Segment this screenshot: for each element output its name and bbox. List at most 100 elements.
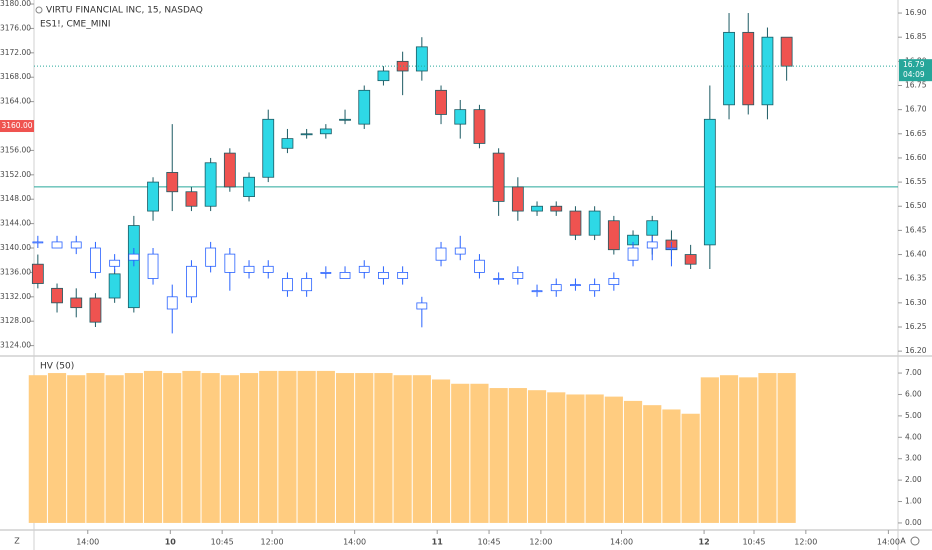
y-tick-label: 3152.00: [0, 170, 31, 179]
bar: [239, 373, 259, 523]
bar: [47, 373, 67, 523]
bar: [316, 370, 335, 523]
y2-tick-label: 4.00: [905, 432, 922, 441]
y-tick-label: 3140.00: [0, 243, 31, 252]
bar: [124, 373, 143, 523]
bar: [86, 373, 105, 523]
bar: [662, 409, 681, 523]
labels: VIRTU FINANCIAL INC, 15, NASDAQ ES1!, CM…: [14, 6, 920, 546]
y2-tick-label: 16.50: [905, 201, 927, 210]
candle-body: [377, 70, 390, 82]
candle-body: [224, 253, 236, 273]
y2-tick-label: 16.65: [905, 129, 927, 138]
candle-body: [127, 225, 140, 309]
bar: [777, 373, 796, 523]
y2-tick-label: 16.90: [905, 8, 927, 17]
candle-body: [147, 253, 159, 279]
candle-body: [531, 290, 543, 293]
x-tick-label: 11: [432, 538, 444, 547]
candle-body: [358, 265, 370, 273]
y2-tick-label: 16.35: [905, 274, 927, 283]
candle-body: [607, 220, 620, 251]
x-tick-label: 12:00: [529, 538, 552, 547]
bar: [220, 375, 239, 523]
axis-button[interactable]: A: [900, 537, 906, 546]
countdown-label: 04:09: [903, 70, 925, 79]
candle-body: [493, 278, 505, 280]
candle-body: [531, 205, 543, 212]
bar: [700, 377, 719, 523]
candle-body: [185, 191, 198, 207]
chart-subtitle: ES1!, CME_MINI: [40, 20, 111, 30]
y-tick-label: 3144.00: [0, 219, 31, 228]
candle-body: [108, 273, 121, 299]
y-tick-label: 3156.00: [0, 145, 31, 154]
candle-body: [780, 36, 793, 67]
bar: [297, 370, 316, 523]
candle-body: [454, 109, 467, 125]
candle-body: [473, 109, 486, 144]
x-tick-label: 14:00: [76, 538, 99, 547]
candle-body: [301, 278, 313, 292]
candle-body: [435, 89, 447, 115]
y-tick-label: 3148.00: [0, 194, 31, 203]
y2-tick-label: 16.85: [905, 32, 927, 41]
last-price-label: 16.79: [903, 60, 925, 69]
bar: [758, 373, 777, 523]
candle-body: [627, 247, 639, 261]
candle-body: [223, 152, 236, 188]
candle-body: [454, 247, 466, 255]
candle-body: [204, 162, 217, 207]
candle-body: [320, 272, 332, 274]
bar: [182, 370, 201, 523]
x-tick-label: 12:00: [261, 538, 284, 547]
y2-tick-label: 16.40: [905, 250, 927, 259]
y-tick-label: 3172.00: [0, 48, 31, 57]
bar: [566, 394, 585, 523]
bar: [623, 400, 643, 523]
settings-icon[interactable]: [910, 536, 920, 546]
candle-body: [89, 297, 102, 323]
candle-body: [339, 272, 351, 279]
bar: [643, 405, 662, 523]
candle-body: [109, 259, 121, 267]
y2-tick-label: 7.00: [905, 368, 922, 377]
candle-body: [378, 272, 389, 279]
candle-body: [492, 152, 505, 202]
candle-body: [51, 287, 63, 304]
candle-body: [262, 265, 274, 273]
y-tick-label: 3124.00: [0, 341, 31, 350]
candle-body: [186, 265, 197, 298]
candle-body: [646, 220, 659, 236]
candle-body: [569, 210, 582, 236]
candle-body: [262, 118, 275, 178]
candle-body: [31, 263, 44, 284]
candle-body: [416, 302, 428, 310]
y-tick-label: 3168.00: [0, 72, 31, 81]
candle-body: [339, 118, 351, 121]
bar: [105, 375, 124, 523]
bar: [489, 388, 508, 523]
y2-tick-label: 5.00: [905, 411, 922, 420]
y2-tick-label: 6.00: [905, 389, 922, 398]
candle-body: [666, 247, 677, 250]
axis-button[interactable]: Z: [14, 537, 20, 546]
candle-body: [512, 272, 524, 279]
y-tick-label: 3164.00: [0, 97, 31, 106]
y-tick-label: 3176.00: [0, 23, 31, 32]
candle-body: [205, 247, 217, 267]
x-tick-label: 10: [165, 538, 177, 547]
bar: [527, 390, 547, 523]
candle-body: [128, 253, 140, 261]
x-tick-label: 12:00: [794, 538, 817, 547]
candle-body: [570, 284, 581, 287]
candle-body: [723, 31, 735, 106]
candle-body: [646, 241, 658, 249]
y2-tick-label: 16.55: [905, 177, 927, 186]
bar: [28, 375, 47, 523]
candle-body: [51, 241, 63, 249]
bar: [163, 373, 182, 523]
bar: [355, 373, 374, 523]
candle-body: [588, 210, 601, 236]
